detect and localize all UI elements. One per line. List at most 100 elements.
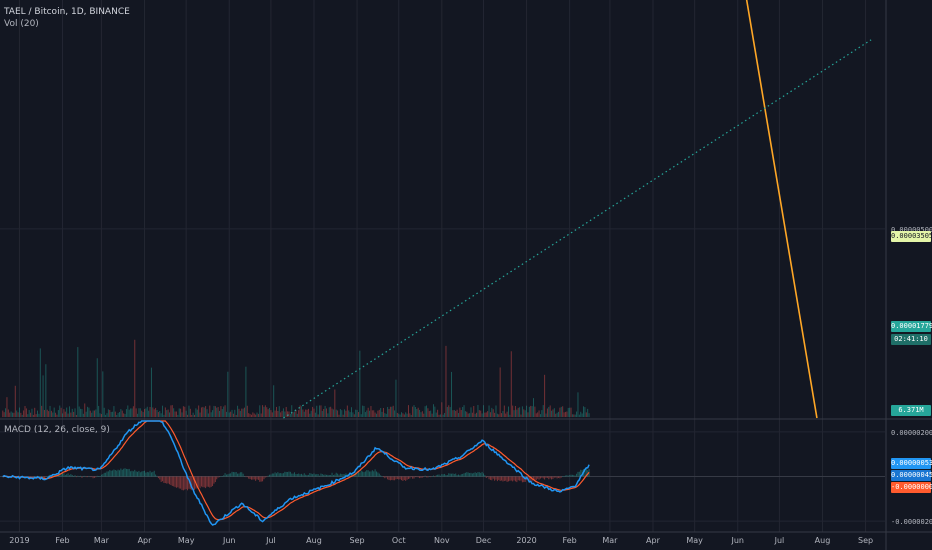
macd-histogram-bar — [412, 476, 414, 479]
volume-bar — [421, 411, 423, 417]
macd-histogram-bar — [456, 475, 458, 477]
volume-bar — [28, 410, 30, 417]
macd-histogram-bar — [181, 476, 183, 491]
volume-bar — [327, 413, 329, 417]
resistance-price-tag: 0.00003505 — [891, 231, 932, 242]
macd-histogram-bar — [142, 471, 144, 477]
macd-histogram-bar — [442, 474, 444, 477]
volume-bar — [25, 408, 27, 417]
volume-bar — [170, 405, 172, 417]
macd-histogram-bar — [267, 475, 269, 477]
volume-bar — [280, 412, 282, 417]
volume-bar — [123, 413, 125, 417]
volume-bar — [282, 408, 284, 417]
macd-histogram-bar — [564, 475, 566, 477]
volume-bar — [389, 406, 391, 417]
volume-bar — [178, 408, 180, 417]
macd-histogram-bar — [141, 471, 143, 477]
volume-bar — [93, 410, 95, 417]
volume-bar — [401, 412, 403, 417]
macd-histogram-bar — [241, 472, 243, 477]
volume-bar — [59, 405, 61, 417]
volume-bar — [89, 410, 91, 417]
macd-histogram-bar — [580, 469, 582, 477]
macd-histogram-bar — [175, 476, 177, 488]
macd-indicator-label[interactable]: MACD (12, 26, close, 9) — [4, 425, 110, 435]
volume-bar — [224, 405, 226, 417]
macd-histogram-bar — [282, 473, 284, 477]
volume-bar — [14, 385, 16, 417]
volume-bar — [362, 405, 364, 417]
volume-bar — [238, 408, 240, 417]
macd-histogram-bar — [234, 472, 236, 477]
volume-bar — [512, 405, 514, 417]
volume-bar — [498, 414, 500, 417]
macd-histogram-bar — [473, 472, 475, 477]
macd-histogram-bar — [545, 476, 547, 478]
macd-histogram-bar — [93, 476, 95, 478]
macd-histogram-bar — [294, 472, 296, 477]
volume-bar — [292, 412, 294, 417]
macd-histogram-bar — [203, 476, 205, 488]
macd-histogram-bar — [446, 475, 448, 477]
macd-histogram-bar — [423, 476, 425, 478]
volume-bar — [489, 412, 491, 417]
macd-histogram-bar — [474, 472, 476, 477]
macd-histogram-bar — [548, 476, 550, 480]
macd-histogram-bar — [274, 472, 276, 477]
volume-bar — [248, 413, 250, 417]
volume-bar — [373, 410, 375, 417]
macd-histogram-bar — [53, 474, 55, 477]
macd-histogram-bar — [100, 474, 102, 477]
volume-bar — [513, 410, 515, 417]
macd-histogram-bar — [377, 472, 379, 477]
volume-bar — [207, 413, 209, 417]
volume-bar — [346, 405, 348, 417]
volume-bar — [74, 408, 76, 417]
macd-histogram-bar — [378, 473, 380, 477]
macd-histogram-bar — [476, 473, 478, 477]
volume-bar — [217, 407, 219, 417]
macd-histogram-bar — [146, 471, 148, 477]
volume-indicator-label[interactable]: Vol (20) — [4, 19, 39, 29]
volume-bar — [202, 406, 204, 417]
volume-bar — [410, 414, 412, 417]
volume-bar — [244, 407, 246, 417]
macd-histogram-bar — [533, 476, 534, 481]
volume-bar — [188, 405, 190, 417]
macd-histogram-bar — [188, 476, 190, 489]
macd-histogram-bar — [403, 476, 405, 481]
macd-histogram-bar — [558, 476, 559, 478]
macd-histogram-bar — [369, 471, 371, 477]
macd-histogram-bar — [391, 476, 393, 480]
volume-bar — [566, 411, 568, 417]
volume-bar — [442, 414, 444, 417]
macd-histogram-bar — [470, 472, 472, 477]
macd-histogram-bar — [516, 476, 518, 483]
macd-histogram-bar — [421, 476, 423, 478]
volume-bar — [367, 407, 369, 417]
volume-bar — [6, 397, 8, 417]
macd-histogram-bar — [455, 473, 457, 477]
volume-bar — [43, 409, 45, 417]
volume-bar — [506, 411, 508, 417]
volume-bar — [125, 409, 127, 417]
x-tick-label: Aug — [306, 536, 322, 545]
volume-bar — [466, 411, 468, 417]
volume-bar — [96, 358, 98, 417]
volume-bar — [112, 411, 114, 417]
volume-bar — [110, 411, 112, 417]
macd-histogram-bar — [449, 473, 451, 477]
macd-histogram-bar — [464, 472, 466, 477]
macd-histogram-bar — [173, 476, 175, 487]
volume-bar — [206, 409, 208, 417]
macd-histogram-bar — [263, 476, 265, 480]
volume-bar — [130, 408, 132, 417]
macd-histogram-bar — [109, 469, 111, 477]
macd-histogram-bar — [248, 476, 250, 479]
volume-bar — [23, 410, 25, 417]
volume-bar — [359, 350, 361, 417]
volume-bar — [124, 413, 126, 417]
macd-histogram-bar — [164, 476, 166, 484]
